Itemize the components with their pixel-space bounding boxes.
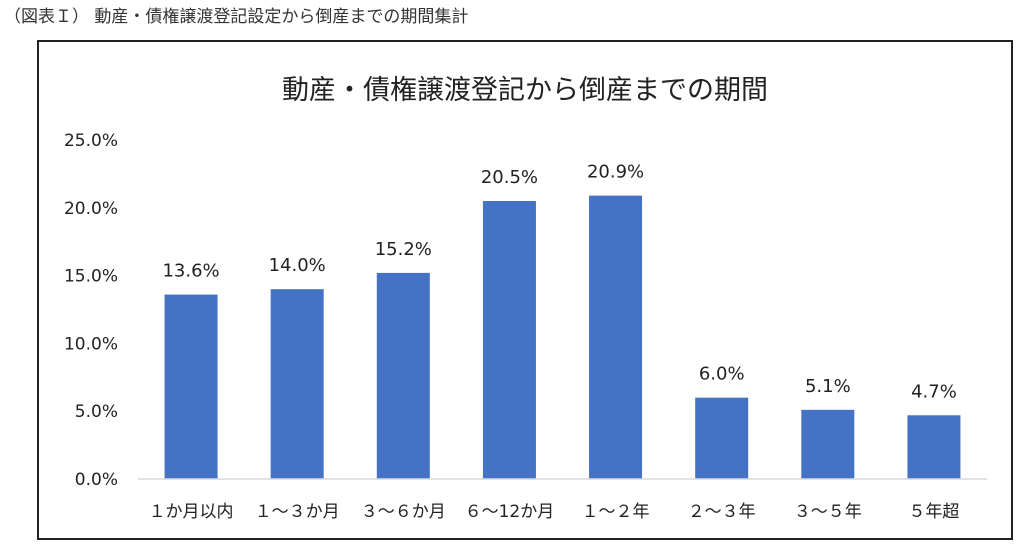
figure-caption: （図表Ｉ） 動産・債権譲渡登記設定から倒産までの期間集計 — [4, 7, 469, 27]
data-label: 4.7% — [911, 381, 957, 402]
x-tick-label: ３～５年 — [794, 502, 862, 522]
x-axis: １か月以内 １～３か月 ３～６か月 ６～12か月 １～２年 ２～３年 ３～５年 ５年超 — [138, 478, 987, 522]
y-axis: 0.0% 5.0% 10.0% 15.0% 20.0% 25.0% — [64, 131, 118, 490]
data-label: 15.2% — [375, 239, 432, 260]
x-tick-label: １～２年 — [582, 502, 650, 522]
data-label: 5.1% — [805, 376, 851, 397]
x-tick-label: ５年超 — [908, 502, 959, 522]
y-tick-label: 25.0% — [64, 131, 118, 151]
x-tick-label: ３～６か月 — [361, 502, 446, 522]
bar — [376, 272, 430, 479]
x-tick-label: ２～３年 — [688, 502, 756, 522]
data-label: 14.0% — [269, 255, 326, 276]
bars — [164, 195, 961, 479]
x-tick-label: １か月以内 — [149, 502, 234, 522]
bar — [482, 201, 536, 479]
bar — [695, 397, 749, 479]
y-tick-label: 15.0% — [64, 267, 118, 287]
y-tick-label: 0.0% — [75, 470, 118, 490]
x-tick-label: １～３か月 — [255, 502, 340, 522]
data-label: 20.9% — [587, 162, 644, 183]
bar — [164, 294, 218, 479]
bar — [907, 415, 961, 479]
chart-title: 動産・債権譲渡登記から倒産までの期間 — [282, 75, 768, 106]
x-tick-label: ６～12か月 — [465, 502, 555, 522]
data-label: 13.6% — [162, 261, 219, 282]
bar — [589, 195, 643, 479]
data-label: 6.0% — [699, 364, 745, 385]
y-tick-label: 5.0% — [75, 402, 118, 422]
bar — [801, 409, 855, 479]
bar — [270, 289, 324, 479]
y-tick-label: 20.0% — [64, 199, 118, 219]
data-labels: 13.6% 14.0% 15.2% 20.5% 20.9% 6.0% 5.1% 4.7% — [162, 162, 956, 403]
data-label: 20.5% — [481, 167, 538, 188]
y-tick-label: 10.0% — [64, 334, 118, 354]
